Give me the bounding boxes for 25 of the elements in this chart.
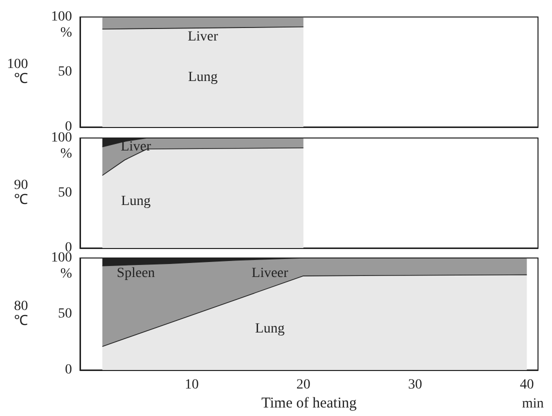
y-axis-title: 80 ℃ — [14, 299, 28, 329]
y-tick-label: 100 — [51, 10, 72, 24]
y-tick-label: 100 — [51, 130, 72, 146]
x-axis-title: Time of heating — [261, 396, 358, 412]
series-label: Liver — [120, 140, 152, 155]
y-tick-label: 50 — [58, 64, 72, 80]
x-tick-label: 10 — [184, 378, 199, 392]
series-label: Spleen — [116, 266, 155, 282]
series-label: Lung — [121, 194, 151, 209]
series-label: Lung — [188, 70, 218, 85]
text: min — [522, 396, 544, 412]
series-label: Liver — [188, 30, 218, 44]
series-label: Lung — [255, 321, 285, 336]
y-tick-label: 50 — [58, 186, 72, 200]
x-tick-label: 20 — [296, 378, 310, 392]
y-tick-label: 0 — [65, 362, 72, 378]
text: % — [60, 266, 72, 282]
series-label: Liveer — [252, 266, 289, 281]
text: % — [60, 146, 72, 162]
text: % — [60, 26, 72, 40]
y-axis-title: 100 ℃ — [7, 57, 28, 87]
x-tick-label: 30 — [408, 378, 422, 392]
y-axis-title: 90 ℃ — [14, 178, 28, 208]
y-tick-label: 50 — [58, 306, 72, 322]
x-tick-label: 40 — [520, 378, 534, 392]
